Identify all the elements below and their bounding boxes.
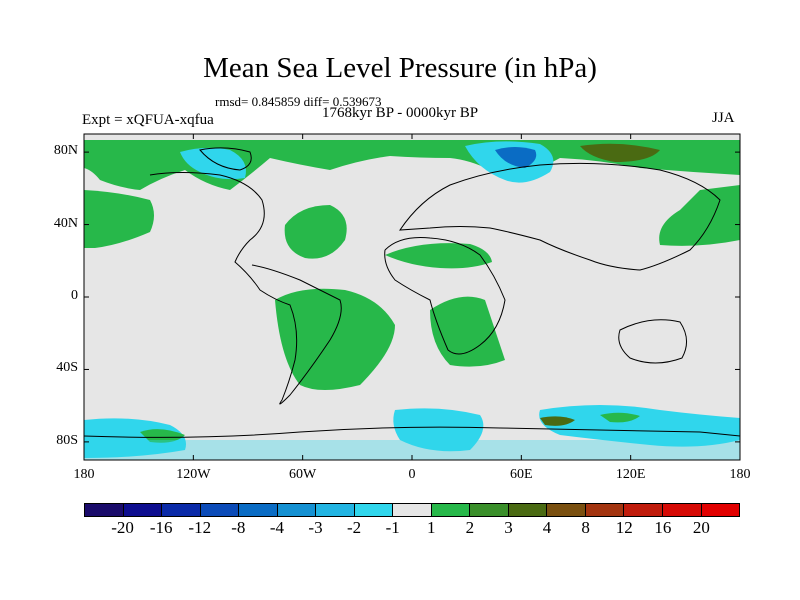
greenland-negative-anomaly [180, 147, 246, 180]
anomaly-fields [84, 140, 740, 460]
period-subtitle: 1768kyr BP - 0000kyr BP [321, 105, 479, 121]
lat-tick-label: 0 [71, 288, 78, 303]
antarctic-positive-core [540, 416, 575, 426]
lon-tick-label: 180 [729, 467, 751, 482]
north-atlantic-positive-anomaly [284, 205, 347, 259]
chart-title: Mean Sea Level Pressure (in hPa) [203, 52, 597, 84]
colorbar-label: -8 [231, 518, 246, 537]
lat-tick-label: 80N [53, 143, 78, 159]
colorbar-swatch [431, 504, 471, 516]
colorbar-swatch [701, 504, 740, 516]
colorbar-swatch [162, 504, 201, 516]
lat-tick-label: 80S [56, 432, 78, 448]
colorbar-swatch [354, 504, 394, 516]
antarctic-margin [84, 440, 740, 460]
arctic-positive-anomaly [84, 140, 740, 190]
colorbar-swatch [470, 504, 509, 516]
lon-tick-label: 60E [510, 467, 533, 482]
colorbar-label: 20 [692, 518, 710, 537]
colorbar-swatch [277, 504, 317, 516]
colorbar-label: -4 [269, 518, 285, 537]
south-atlantic-positive-anomaly [275, 288, 395, 390]
colorbar-label: -12 [188, 518, 212, 537]
colorbar-swatch [624, 504, 663, 516]
southern-ocean-negative-central [393, 408, 484, 452]
lat-tick-label: 40S [56, 360, 78, 376]
colorbar-label: -1 [385, 518, 400, 537]
colorbar-label: 8 [581, 518, 590, 537]
colorbar-label: 12 [615, 518, 633, 537]
colorbar-label: -3 [308, 518, 323, 537]
lon-tick-label: 60W [289, 467, 317, 482]
stats-text: rmsd= 0.845859 diff= 0.539673 [215, 94, 382, 109]
siberia-negative-core [495, 147, 537, 168]
lon-tick-label: 180 [73, 467, 95, 482]
eurasia-coastline [399, 162, 721, 271]
north-pacific-positive-anomaly [84, 190, 154, 248]
americas-coastline [149, 172, 342, 405]
colorbar-swatch [85, 504, 124, 516]
coastlines [84, 147, 740, 438]
australia-coastline [618, 319, 687, 364]
colorbar-label: 4 [542, 518, 552, 537]
colorbar-label: 3 [504, 518, 513, 537]
lon-tick-label: 0 [408, 467, 416, 482]
arctic-positive-core [580, 143, 660, 162]
colorbar [84, 503, 740, 517]
southern-africa-positive-anomaly [430, 296, 505, 367]
lon-tick-label: 120E [615, 467, 646, 482]
southern-ocean-positive-west [140, 429, 185, 443]
colorbar-swatch [547, 504, 586, 516]
colorbar-swatch [200, 504, 240, 516]
southern-ocean-negative-west [84, 418, 186, 458]
antarctica-coastline [84, 426, 740, 438]
southern-ocean-negative-east [539, 405, 740, 447]
map-background [84, 134, 740, 460]
greenland-coastline [199, 147, 252, 171]
africa-coastline [384, 237, 506, 355]
colorbar-label: 1 [427, 518, 436, 537]
axis-ticks [83, 134, 741, 460]
colorbar-swatch [239, 504, 278, 516]
season-label: JJA [712, 110, 735, 126]
antarctic-positive-patch [600, 412, 640, 423]
colorbar-swatch [316, 504, 355, 516]
colorbar-swatch [123, 504, 163, 516]
colorbar-label: 2 [465, 518, 475, 537]
colorbar-swatch [393, 504, 432, 516]
sahara-positive-anomaly [385, 243, 492, 269]
colorbar-label: 16 [654, 518, 672, 537]
colorbar-label: -2 [347, 518, 362, 537]
colorbar-swatch [662, 504, 702, 516]
colorbar-label: -20 [111, 518, 134, 537]
lon-tick-label: 120W [176, 467, 211, 482]
colorbar-swatch [508, 504, 548, 516]
lat-tick-label: 40N [53, 215, 78, 231]
experiment-label: Expt = xQFUA-xqfua [82, 112, 214, 128]
colorbar-label: -16 [149, 518, 173, 537]
colorbar-swatch [585, 504, 625, 516]
